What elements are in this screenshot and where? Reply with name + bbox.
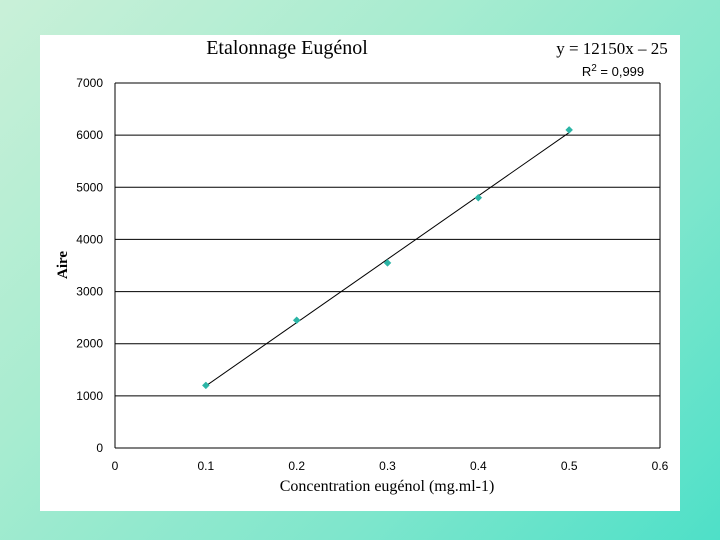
trendline-equation: y = 12150x – 25 — [556, 39, 668, 58]
gridlines — [115, 82, 660, 397]
data-point — [201, 381, 210, 390]
x-tick-label: 0.1 — [197, 459, 214, 473]
y-tick-label: 6000 — [76, 128, 103, 142]
data-point — [383, 259, 392, 267]
y-tick-label: 3000 — [76, 285, 103, 299]
y-tick-label: 1000 — [76, 389, 103, 403]
tick-labels: 0 1000 2000 3000 4000 5000 6000 7000 0 0.1 0.2 0.3 0… — [76, 76, 668, 473]
chart: Etalonnage Eugénol y = 12150x – 25 R2 = … — [55, 37, 669, 495]
data-point — [565, 126, 574, 134]
x-tick-label: 0.3 — [379, 459, 396, 473]
y-tick-label: 4000 — [76, 232, 103, 246]
x-tick-label: 0.5 — [561, 459, 578, 473]
chart-title: Etalonnage Eugénol — [206, 37, 368, 59]
x-tick-label: 0.6 — [652, 459, 669, 473]
y-tick-label: 5000 — [76, 180, 103, 194]
trendline-r2: R2 = 0,999 — [582, 63, 644, 79]
x-tick-label: 0 — [112, 459, 119, 473]
y-axis-label: Aire — [55, 251, 71, 279]
y-tick-label: 2000 — [76, 337, 103, 351]
x-axis-label: Concentration eugénol (mg.ml-1) — [280, 478, 495, 495]
y-tick-label: 0 — [96, 441, 103, 455]
y-tick-label: 7000 — [76, 76, 103, 90]
x-tick-label: 0.2 — [288, 459, 305, 473]
chart-panel: Etalonnage Eugénol y = 12150x – 25 R2 = … — [40, 35, 680, 511]
data-points — [201, 126, 574, 390]
x-tick-label: 0.4 — [470, 459, 487, 473]
data-point — [474, 193, 483, 202]
data-point — [292, 316, 301, 325]
axes — [114, 83, 661, 449]
